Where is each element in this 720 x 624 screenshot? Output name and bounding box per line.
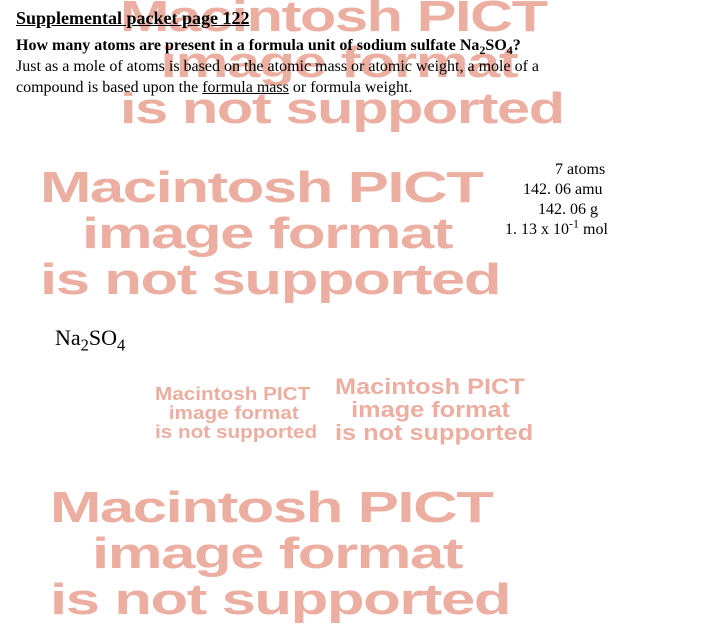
q-text: SO	[485, 37, 506, 54]
pict-line: Macintosh PICT	[40, 165, 500, 211]
answers-block: 7 atoms 142. 06 amu 142. 06 g 1. 13 x 10…	[505, 160, 608, 240]
formula-sub: 2	[81, 335, 89, 354]
answer-mol: 1. 13 x 10-1 mol	[505, 220, 608, 240]
pict-line: image format	[82, 211, 500, 257]
pict-line: is not supported	[50, 577, 510, 623]
formula-text: SO	[89, 325, 117, 350]
pict-watermark-small-left: Macintosh PICT image format is not suppo…	[155, 385, 317, 442]
body-text: compound is based upon the	[16, 79, 202, 96]
mol-exp: -1	[569, 217, 579, 231]
body-text: or formula weight.	[289, 79, 413, 96]
pict-line: image format	[169, 404, 317, 423]
pict-line: is not supported	[40, 257, 500, 303]
formula-text: Na	[55, 325, 81, 350]
question-line: How many atoms are present in a formula …	[16, 36, 706, 57]
chemical-formula: Na2SO4	[55, 325, 125, 351]
mol-prefix: 1. 13 x 10	[505, 221, 569, 238]
pict-line: Macintosh PICT	[50, 485, 510, 531]
pict-line: image format	[92, 531, 510, 577]
q-text: How many atoms are present in a formula …	[16, 37, 479, 54]
answer-grams: 142. 06 g	[505, 200, 608, 220]
pict-line: Macintosh PICT	[335, 375, 533, 398]
body-paragraph: How many atoms are present in a formula …	[16, 36, 706, 98]
pict-line: is not supported	[155, 423, 317, 442]
formula-sub: 4	[117, 335, 125, 354]
body-line: Just as a mole of atoms is based on the …	[16, 57, 706, 78]
body-underline: formula mass	[202, 79, 289, 96]
mol-suffix: mol	[579, 221, 608, 238]
answer-atoms: 7 atoms	[505, 160, 608, 180]
body-line: compound is based upon the formula mass …	[16, 78, 706, 99]
pict-watermark-small-center: Macintosh PICT image format is not suppo…	[335, 375, 533, 444]
pict-line: is not supported	[335, 421, 533, 444]
pict-watermark-bottom: Macintosh PICT image format is not suppo…	[50, 485, 510, 624]
pict-watermark-mid: Macintosh PICT image format is not suppo…	[40, 165, 500, 304]
pict-line: Macintosh PICT	[155, 385, 317, 404]
q-text: ?	[513, 37, 521, 54]
pict-line: image format	[351, 398, 533, 421]
page-title: Supplemental packet page 122	[16, 8, 250, 29]
answer-amu: 142. 06 amu	[505, 180, 608, 200]
